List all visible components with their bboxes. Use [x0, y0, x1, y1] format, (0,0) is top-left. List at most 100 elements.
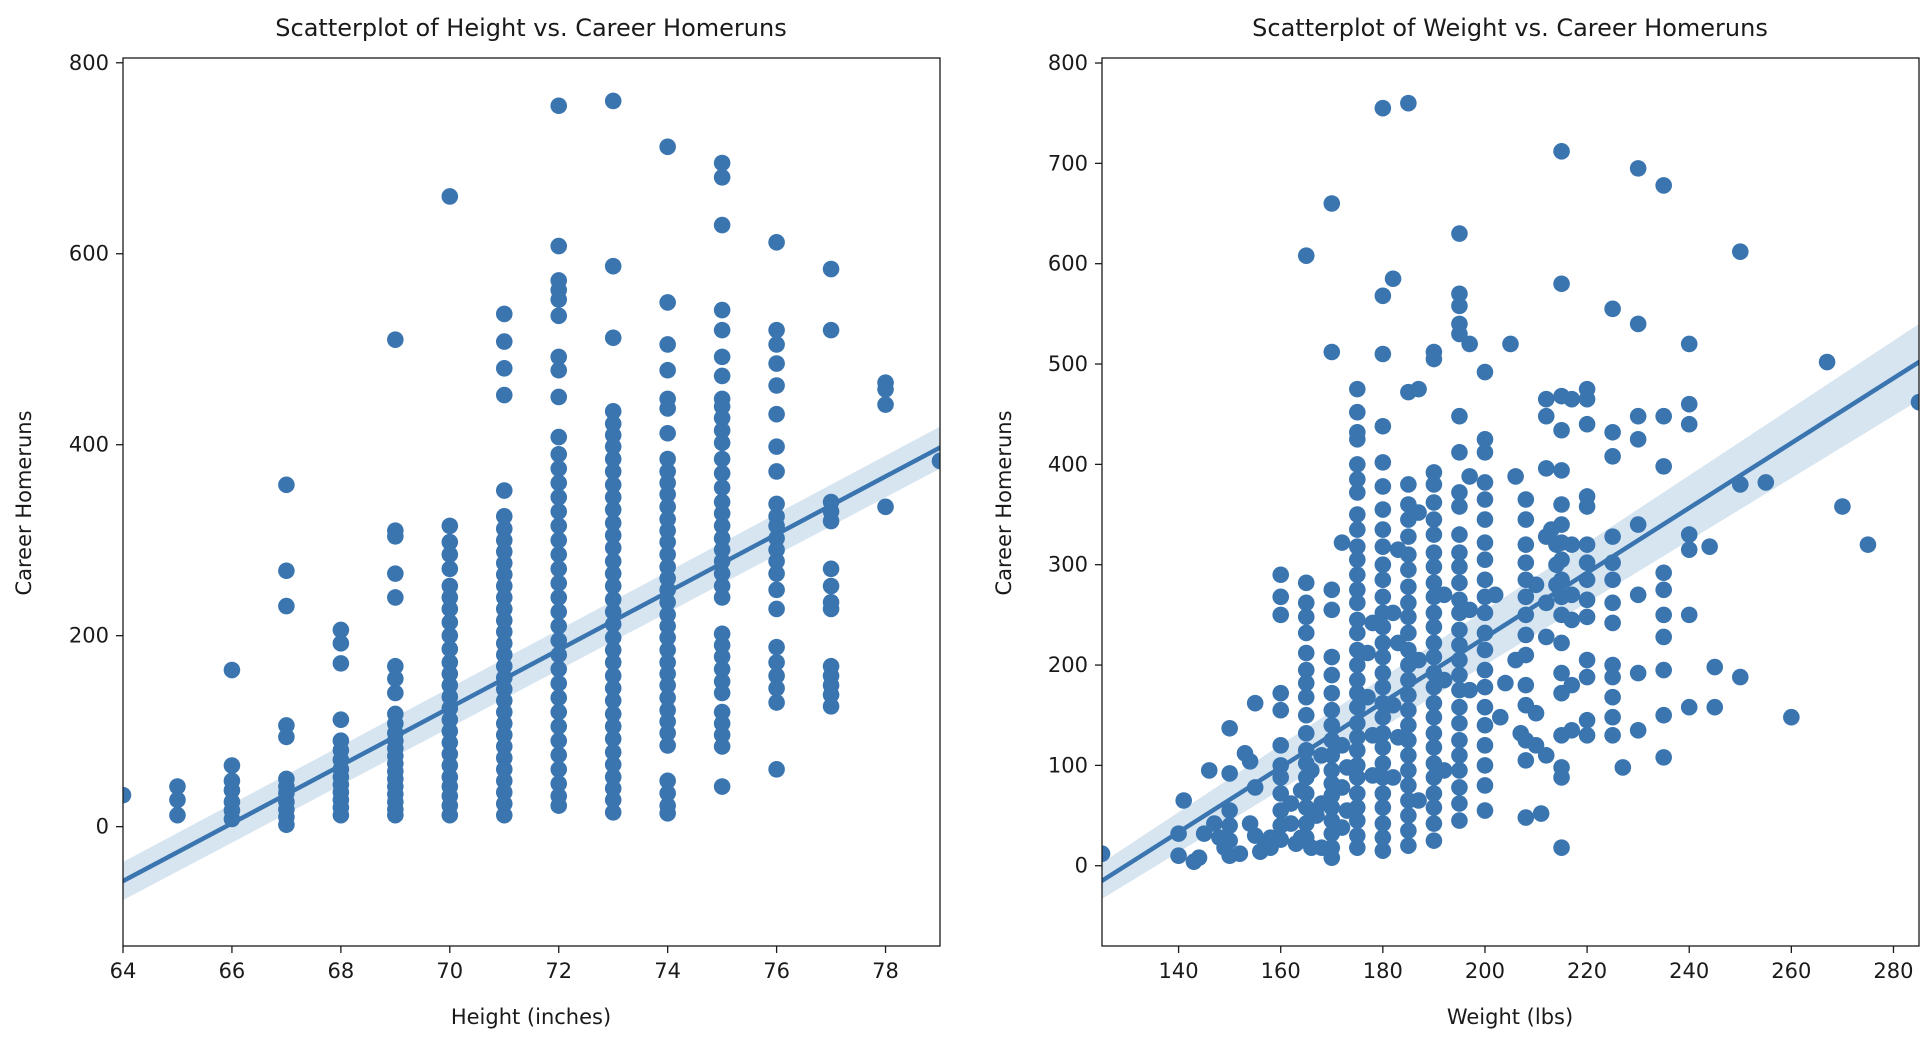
data-point — [1497, 674, 1514, 692]
data-point — [1200, 762, 1218, 779]
data-point — [659, 533, 676, 551]
data-point — [1425, 618, 1443, 636]
data-point — [659, 784, 676, 802]
data-point — [659, 804, 676, 822]
x-tick-label: 140 — [1159, 959, 1199, 983]
data-point — [550, 97, 568, 115]
data-point — [1323, 601, 1341, 619]
data-point — [1537, 460, 1555, 477]
data-point — [1578, 608, 1596, 626]
data-point — [1451, 444, 1468, 461]
data-point — [495, 795, 513, 813]
data-point — [1400, 94, 1417, 112]
data-point — [659, 400, 676, 417]
data-point — [768, 463, 785, 480]
data-point — [604, 718, 622, 735]
x-axis-label: Weight (lbs) — [1447, 1005, 1573, 1029]
data-point — [659, 558, 676, 576]
data-point — [1323, 716, 1341, 734]
y-tick-label: 200 — [69, 624, 109, 648]
data-point — [550, 689, 568, 707]
data-point — [1563, 390, 1581, 408]
data-point — [1190, 849, 1208, 867]
data-point — [550, 746, 568, 764]
data-point — [1563, 586, 1581, 604]
data-point — [1476, 363, 1494, 381]
data-point — [768, 667, 785, 685]
data-point — [604, 667, 622, 685]
data-point — [550, 632, 568, 649]
data-point — [495, 680, 513, 698]
data-point — [1451, 297, 1468, 315]
data-point — [1333, 534, 1351, 551]
data-point — [550, 517, 568, 535]
y-tick-label: 800 — [69, 51, 109, 75]
data-point — [387, 565, 404, 582]
data-point — [550, 445, 568, 463]
data-point — [1604, 614, 1621, 632]
data-point — [713, 398, 731, 415]
data-point — [223, 661, 241, 679]
data-point — [1655, 177, 1672, 194]
data-point — [1425, 739, 1443, 756]
data-point — [1221, 802, 1238, 819]
data-point — [604, 488, 622, 506]
data-point — [1374, 345, 1392, 363]
data-point — [1246, 694, 1264, 712]
x-tick-label: 240 — [1669, 959, 1709, 983]
data-point — [1655, 458, 1672, 475]
data-point — [1374, 739, 1392, 756]
data-point — [1680, 606, 1698, 624]
data-point — [1425, 464, 1443, 481]
data-point — [1400, 732, 1417, 749]
data-point — [1400, 762, 1417, 779]
data-point — [1629, 407, 1647, 425]
data-point — [659, 424, 676, 442]
data-point — [1701, 538, 1718, 555]
data-point — [1384, 769, 1402, 786]
x-tick-label: 160 — [1261, 959, 1301, 983]
data-point — [659, 606, 676, 623]
data-point — [659, 617, 676, 635]
data-point — [495, 726, 513, 744]
data-point — [713, 565, 731, 582]
data-point — [604, 552, 622, 570]
data-point — [550, 503, 568, 520]
data-point — [441, 188, 459, 205]
data-point — [1614, 759, 1632, 776]
data-point — [659, 138, 676, 156]
data-point — [1476, 511, 1494, 528]
data-point — [768, 694, 785, 711]
data-point — [1297, 674, 1315, 692]
data-point — [550, 732, 568, 750]
data-point — [659, 689, 676, 707]
data-point — [1783, 708, 1800, 726]
data-point — [1476, 551, 1494, 568]
weight-vs-homeruns-chart: Scatterplot of Weight vs. Career Homerun… — [992, 14, 1920, 1029]
data-point — [1272, 588, 1290, 606]
data-point — [768, 438, 785, 455]
data-point — [1221, 765, 1238, 782]
data-point — [713, 348, 731, 366]
data-point — [1374, 708, 1392, 726]
data-point — [822, 686, 840, 704]
data-point — [495, 749, 513, 767]
data-point — [1241, 753, 1259, 770]
data-point — [550, 797, 568, 814]
data-point — [169, 806, 186, 824]
data-point — [1451, 591, 1468, 609]
data-point — [550, 617, 568, 635]
data-point — [604, 501, 622, 518]
data-point — [1604, 571, 1621, 589]
x-tick-label: 68 — [327, 959, 354, 983]
data-point — [604, 539, 622, 557]
data-point — [1476, 474, 1494, 491]
data-point — [1655, 628, 1672, 646]
regression-line — [123, 445, 940, 884]
data-point — [278, 597, 295, 615]
data-point — [768, 679, 785, 697]
data-point — [713, 778, 731, 795]
data-point — [1731, 243, 1749, 260]
data-point — [822, 560, 840, 578]
data-point — [332, 635, 350, 652]
